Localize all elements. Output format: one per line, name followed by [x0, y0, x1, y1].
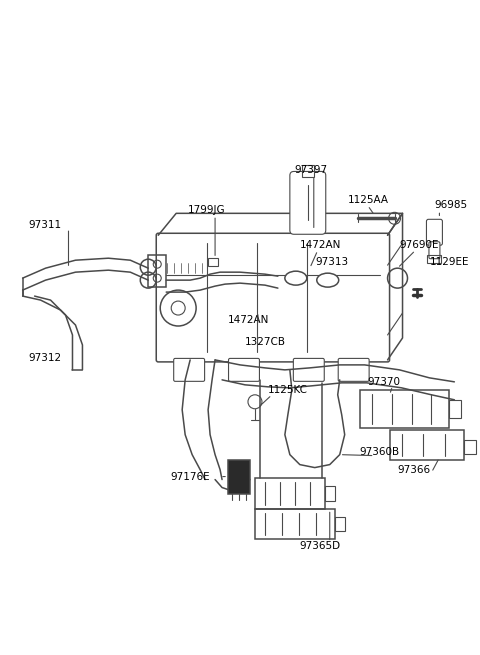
FancyBboxPatch shape: [228, 358, 260, 381]
Bar: [360, 390, 449, 428]
Text: 97690E: 97690E: [399, 240, 439, 250]
Text: 97366: 97366: [397, 464, 431, 475]
Bar: [148, 255, 166, 287]
Text: 1799JG: 1799JG: [188, 205, 226, 215]
Ellipse shape: [317, 273, 339, 287]
Bar: [449, 400, 461, 418]
Bar: [255, 510, 335, 539]
Text: 97313: 97313: [316, 257, 349, 267]
Bar: [390, 430, 464, 460]
Text: 97360B: 97360B: [360, 447, 400, 457]
FancyBboxPatch shape: [174, 358, 204, 381]
Text: 1129EE: 1129EE: [430, 257, 469, 267]
FancyBboxPatch shape: [338, 358, 369, 381]
Text: 1327CB: 1327CB: [245, 337, 286, 347]
Bar: [228, 460, 250, 493]
Text: 97312: 97312: [29, 353, 62, 363]
Text: 97176E: 97176E: [170, 472, 210, 481]
Text: 97397: 97397: [295, 166, 328, 176]
Text: 1125AA: 1125AA: [348, 195, 389, 206]
Ellipse shape: [285, 271, 307, 285]
FancyBboxPatch shape: [426, 219, 443, 245]
Bar: [208, 258, 218, 266]
Text: 97311: 97311: [29, 220, 62, 231]
Text: 1472AN: 1472AN: [228, 315, 269, 325]
FancyBboxPatch shape: [429, 242, 440, 259]
FancyBboxPatch shape: [290, 172, 326, 234]
FancyBboxPatch shape: [293, 358, 324, 381]
Text: 1125KC: 1125KC: [268, 385, 308, 395]
Text: 96985: 96985: [434, 200, 468, 210]
Bar: [428, 255, 442, 263]
Text: 97365D: 97365D: [300, 542, 341, 552]
Bar: [335, 517, 345, 531]
Bar: [255, 477, 325, 510]
Bar: [325, 485, 335, 502]
Bar: [302, 166, 314, 178]
Bar: [464, 440, 476, 454]
FancyBboxPatch shape: [156, 233, 390, 362]
Text: 97370: 97370: [368, 377, 401, 387]
Text: 1472AN: 1472AN: [300, 240, 341, 250]
